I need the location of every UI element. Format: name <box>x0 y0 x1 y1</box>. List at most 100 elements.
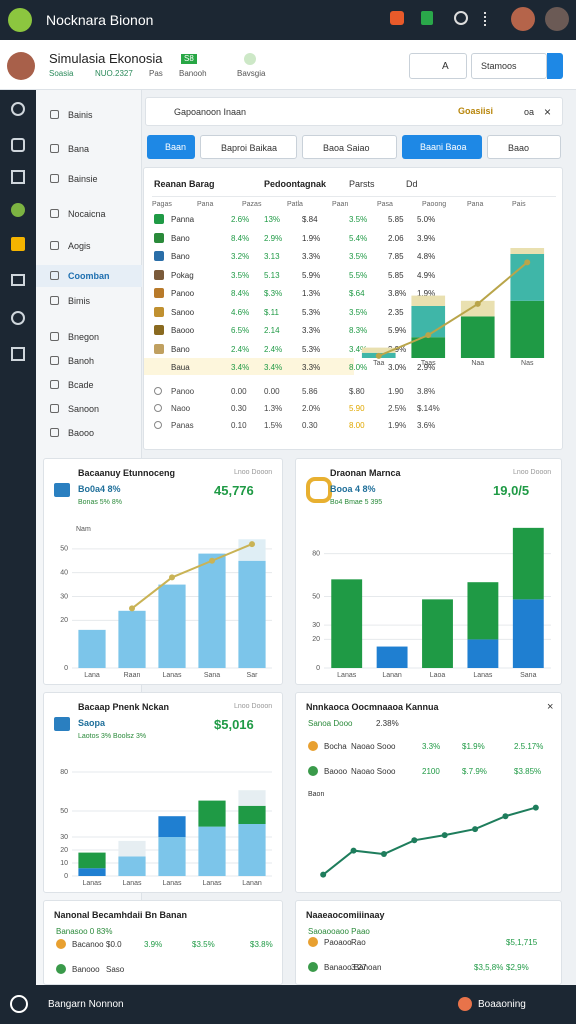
row-cell: Bocha <box>324 742 347 751</box>
nav-item[interactable]: Baooo <box>36 422 142 444</box>
bar <box>361 347 396 353</box>
footer-title: Bangarn Nonnon <box>48 999 124 1010</box>
nav-label: Sanoon <box>68 404 100 414</box>
table-cell: Bano <box>171 233 190 243</box>
icon[interactable] <box>11 170 25 184</box>
bar <box>422 599 453 668</box>
point <box>320 871 327 878</box>
icon[interactable] <box>421 11 433 25</box>
table-cell: 3.5% <box>231 270 250 280</box>
nav-item[interactable]: Bainis <box>36 104 142 126</box>
bar <box>78 868 106 876</box>
legend: Baon <box>308 791 325 798</box>
y-tick-label: 0 <box>316 665 320 672</box>
nav-label: Aogis <box>68 241 91 251</box>
nav-item[interactable]: Sanoon <box>36 398 142 420</box>
y-tick-label: 20 <box>60 847 68 854</box>
icon[interactable] <box>390 11 404 25</box>
avatar[interactable] <box>511 7 535 31</box>
table-cell: Naoo <box>171 404 191 413</box>
card-title: Naaeaocomiiinaay <box>306 910 385 920</box>
avatar[interactable] <box>545 7 569 31</box>
card-sub: Banasoo 0 83% <box>56 927 113 936</box>
nav-item[interactable]: Bainsie <box>36 168 142 190</box>
column-header: Paoong <box>422 201 447 208</box>
y-tick-label: 80 <box>312 550 320 557</box>
close[interactable]: × <box>547 701 554 713</box>
tab: Dd <box>406 179 418 189</box>
card: Bacaap Pnenk Nckan Lnoo Dooon Saopa Laotos … <box>43 692 283 893</box>
line <box>322 806 537 876</box>
x-tick-label: Laoa <box>430 672 446 679</box>
bar <box>78 852 106 869</box>
nav-icon <box>50 241 59 250</box>
icon[interactable] <box>10 995 28 1013</box>
icon[interactable] <box>11 102 25 116</box>
column-header: Paan <box>332 201 349 208</box>
nav-item[interactable]: Bnegon <box>36 326 142 348</box>
nav-icon <box>50 209 59 218</box>
nav-item[interactable]: Banoh <box>36 350 142 372</box>
row-cell: Bacanoo <box>72 940 104 949</box>
nav-label: Bainsie <box>68 174 98 184</box>
table-cell: Baua <box>171 363 190 372</box>
icon[interactable] <box>11 138 25 152</box>
icon[interactable] <box>11 347 25 361</box>
y-tick-label: 50 <box>312 593 320 600</box>
x-tick-label: Sana <box>520 672 536 679</box>
table-cell: Panna <box>171 215 195 224</box>
icon[interactable] <box>454 11 468 25</box>
bar <box>331 579 363 668</box>
nav-item[interactable]: Bana <box>36 138 142 160</box>
nav-icon <box>50 356 59 365</box>
icon[interactable] <box>11 274 25 286</box>
button[interactable]: Baan <box>147 135 195 159</box>
button[interactable]: Baani Baoa <box>402 135 482 159</box>
table-cell: $.3% <box>264 289 283 298</box>
table-cell: 1.9% <box>417 289 436 298</box>
card-sub: Bo0a4 8% <box>78 484 121 494</box>
x-tick-label: Lanas <box>82 880 102 887</box>
card: Bacaanuy Etunnoceng Lnoo Dooon Bo0a4 8% Bon… <box>43 458 283 685</box>
chart: 0 20 30 50 80 Lanas Lanan Laoa Lanas Sana <box>312 527 551 679</box>
nav-icon <box>50 174 59 183</box>
table-cell: 1.5% <box>264 421 283 430</box>
icon[interactable] <box>11 311 25 325</box>
card-tag: Lnoo Dooon <box>513 469 552 476</box>
tab: Reanan Barag <box>154 179 215 189</box>
search-bar[interactable]: Gapoanoon Inaan Goasiisi oa × <box>145 97 563 126</box>
nav-item[interactable]: Coomban <box>36 265 142 287</box>
menu-icon[interactable] <box>484 12 488 26</box>
row-icon <box>154 306 164 317</box>
row-cell: Banaoo Banoan <box>324 963 382 972</box>
table-cell: 8.3% <box>349 326 368 335</box>
table-cell: Panoo <box>171 289 195 298</box>
row-cell: $3.8% <box>250 940 273 949</box>
select-toggle[interactable] <box>547 53 563 79</box>
nav-item[interactable]: Aogis <box>36 235 142 257</box>
table-cell: 0.30 <box>302 421 318 430</box>
y-tick-label: 80 <box>60 769 68 776</box>
nav-item[interactable]: Nocaicna <box>36 203 142 225</box>
close[interactable]: × <box>544 105 552 119</box>
table-cell: 5.85 <box>388 270 404 280</box>
tab: Pedoontagnak <box>264 179 327 189</box>
bar <box>198 553 226 668</box>
card-tag: Lnoo Dooon <box>234 703 273 710</box>
button[interactable]: Baoa Saiao <box>302 135 397 159</box>
select[interactable]: Stamoos <box>471 53 547 79</box>
y-tick-label: 10 <box>60 860 68 867</box>
icon[interactable] <box>11 203 25 217</box>
app-logo[interactable] <box>8 8 32 32</box>
avatar <box>458 997 472 1011</box>
table-cell: Pokag <box>171 270 194 280</box>
point <box>380 851 387 858</box>
button[interactable]: Baao <box>487 135 561 159</box>
icon[interactable] <box>11 237 25 251</box>
nav-item[interactable]: Bimis <box>36 290 142 312</box>
page-title: Simulasia Ekonosia <box>49 51 163 66</box>
nav-item[interactable]: Bcade <box>36 374 142 396</box>
button[interactable]: A <box>409 53 467 79</box>
button[interactable]: Baproi Baikaa <box>200 135 297 159</box>
